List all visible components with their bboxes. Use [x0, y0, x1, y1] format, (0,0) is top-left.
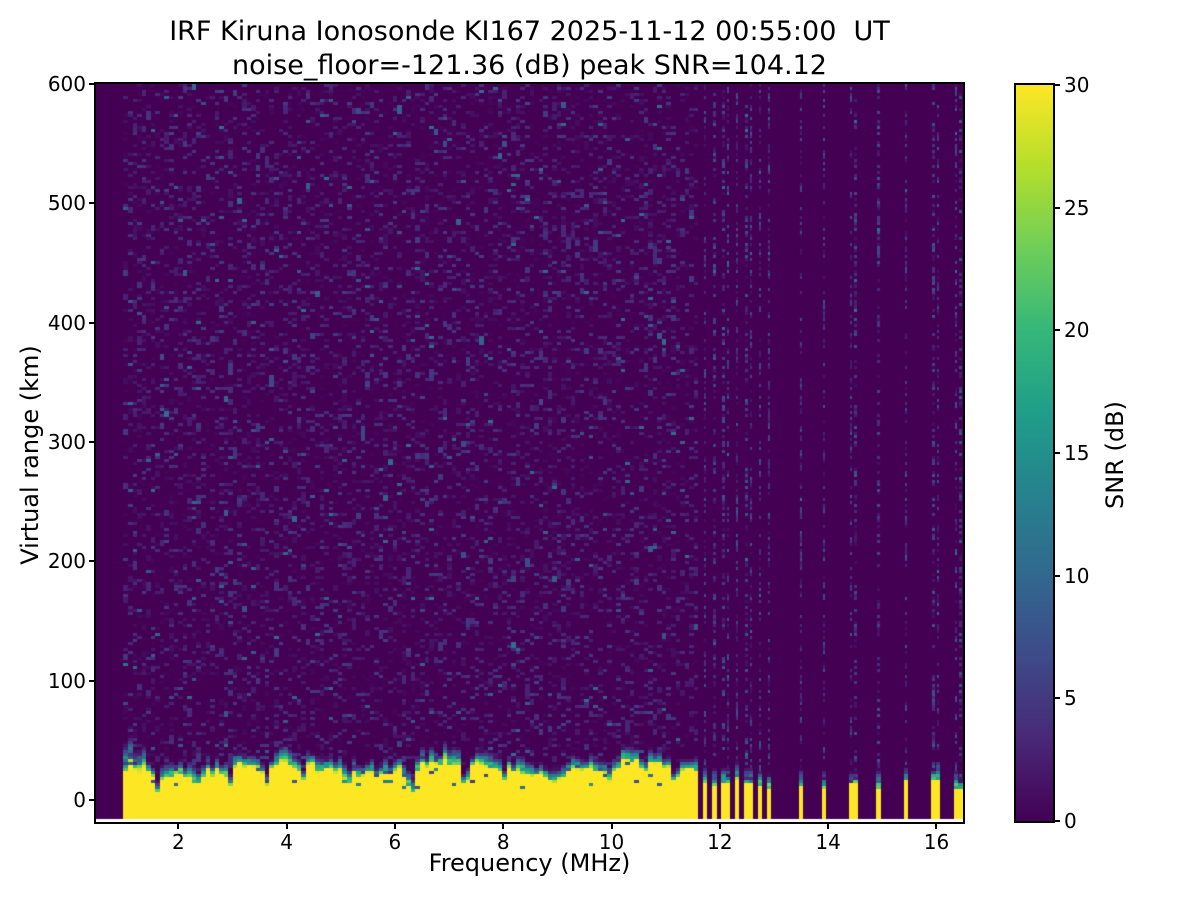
x-tick-label: 14	[815, 830, 841, 854]
y-tick-mark	[89, 202, 94, 205]
y-tick-label: 200	[47, 549, 86, 574]
y-tick-label: 100	[47, 668, 86, 693]
y-tick-mark	[89, 798, 94, 801]
x-tick-mark	[935, 824, 938, 829]
x-tick-label: 12	[707, 830, 733, 854]
colorbar-tick-label: 30	[1064, 73, 1090, 97]
x-tick-mark	[502, 824, 505, 829]
plot-area	[94, 82, 965, 824]
colorbar-tick-mark	[1055, 697, 1060, 700]
y-tick-label: 400	[47, 310, 86, 335]
colorbar-tick-mark	[1055, 84, 1060, 86]
y-tick-label: 300	[47, 429, 86, 454]
y-tick-mark	[89, 679, 94, 682]
y-tick-label: 600	[47, 72, 86, 96]
chart-subtitle: noise_floor=-121.36 (dB) peak SNR=104.12	[232, 50, 827, 81]
y-tick-label: 500	[47, 191, 86, 216]
x-tick-label: 2	[171, 830, 185, 854]
x-tick-mark	[285, 824, 288, 829]
x-tick-label: 4	[280, 830, 293, 854]
y-tick-mark	[89, 83, 94, 85]
y-tick-mark	[89, 440, 94, 443]
colorbar-tick-mark	[1055, 820, 1060, 822]
colorbar-tick-label: 15	[1064, 441, 1090, 465]
colorbar-tick-mark	[1055, 574, 1060, 577]
colorbar-tick-label: 10	[1064, 563, 1090, 588]
colorbar-tick-mark	[1055, 452, 1060, 454]
y-tick-mark	[89, 321, 94, 324]
colorbar-tick-label: 20	[1064, 318, 1090, 343]
colorbar-tick-mark	[1055, 206, 1060, 209]
x-axis-label: Frequency (MHz)	[428, 849, 631, 877]
colorbar-tick-label: 25	[1064, 195, 1090, 220]
x-tick-mark	[718, 824, 721, 829]
colorbar-gradient	[1016, 85, 1053, 821]
x-tick-mark	[610, 824, 613, 829]
x-tick-label: 8	[496, 830, 510, 854]
x-tick-mark	[177, 824, 180, 829]
x-tick-label: 10	[598, 830, 625, 854]
x-tick-label: 16	[923, 830, 950, 854]
x-tick-mark	[827, 824, 830, 829]
x-tick-label: 6	[388, 830, 402, 854]
y-tick-mark	[89, 560, 94, 563]
x-tick-mark	[393, 824, 396, 829]
chart-title: IRF Kiruna Ionosonde KI167 2025-11-12 00…	[169, 16, 890, 47]
colorbar	[1014, 83, 1055, 823]
colorbar-tick-label: 0	[1064, 809, 1077, 833]
colorbar-tick-label: 5	[1064, 686, 1077, 711]
ionogram-heatmap-canvas	[96, 84, 963, 822]
colorbar-tick-mark	[1055, 329, 1060, 332]
y-tick-label: 0	[73, 787, 86, 812]
y-axis-label: Virtual range (km)	[16, 345, 44, 565]
